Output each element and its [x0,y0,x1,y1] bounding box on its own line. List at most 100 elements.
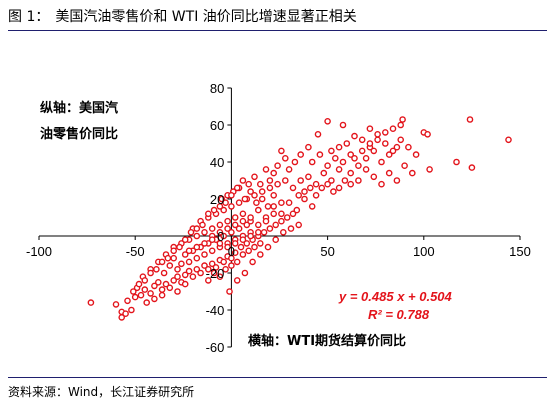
scatter-point [185,267,193,275]
figure-title-text: 美国汽油零售价和 WTI 油价同比增速显著正相关 [55,9,357,25]
scatter-point [185,258,193,266]
scatter-point [174,265,181,273]
scatter-point [270,169,278,177]
scatter-point [193,225,201,232]
scatter-point [247,214,254,221]
scatter-point [210,206,218,214]
y-tick-label: -60 [206,340,225,355]
scatter-point [193,232,201,240]
scatter-point [266,177,274,184]
scatter-point [201,228,208,236]
scatter-point [339,121,347,129]
scatter-point [335,166,343,173]
scatter-point [178,260,185,268]
scatter-point [358,147,366,155]
scatter-point [370,147,378,155]
scatter-point [199,221,206,229]
scatter-point [305,143,312,151]
scatter-point [374,136,381,144]
scatter-point [258,188,266,195]
scatter-point [162,280,170,288]
scatter-point [393,177,401,184]
scatter-point [347,180,355,188]
scatter-point [233,184,241,192]
scatter-point [453,158,460,166]
scatter-point [320,169,328,177]
scatter-point [160,269,168,277]
scatter-point [424,130,431,138]
x-tick-label: 100 [413,244,435,259]
x-axis-label: 横轴：WTI期货结算价同比 [248,333,406,349]
scatter-point [339,158,347,166]
scatter-point [285,199,293,206]
scatter-point [308,203,316,210]
scatter-point [270,191,278,199]
scatter-point [151,295,158,303]
scatter-point [397,121,405,129]
scatter-point [228,254,235,262]
scatter-point [245,247,252,255]
scatter-point [466,116,474,123]
scatter-point [170,247,177,255]
scatter-point [216,228,224,236]
data-points [87,116,512,321]
scatter-point [210,269,218,277]
scatter-point [216,273,224,281]
scatter-point [397,136,405,144]
scatter-point [233,258,241,266]
scatter-point [262,166,270,173]
scatter-point [374,130,381,138]
scatter-point [216,240,224,247]
scatter-point [289,184,297,192]
scatter-point [312,191,320,199]
scatter-point [243,240,251,247]
scatter-point [343,140,351,147]
scatter-point [251,243,258,251]
scatter-point [204,277,212,284]
scatter-point [166,284,174,292]
top-rule [8,30,547,31]
scatter-point [241,195,249,203]
scatter-point [401,162,408,169]
scatter-point [264,243,272,251]
scatter-point [318,184,326,192]
scatter-point [253,199,260,206]
scatter-point [174,288,181,295]
bottom-rule [8,377,547,378]
scatter-point [355,162,362,169]
y-tick-label: 60 [210,118,224,133]
scatter-point [181,236,189,243]
scatter-point [355,177,362,184]
scatter-point [197,269,204,277]
scatter-point [228,203,235,210]
scatter-point [270,210,278,218]
scatter-point [341,177,349,184]
scatter-point [239,210,247,218]
figure-number: 图 1： [8,9,50,25]
scatter-point [151,282,158,290]
r-squared-label: R² = 0.788 [368,307,430,322]
scatter-point [426,166,433,173]
scatter-point [128,306,135,314]
scatter-point [239,217,247,225]
scatter-point [222,265,229,273]
scatter-point [258,195,266,203]
scatter-point [158,286,166,293]
scatter-point [147,269,154,277]
scatter-point [351,132,358,140]
y-axis-label-line-1: 纵轴：美国汽 [40,100,118,116]
scatter-point [181,251,189,258]
scatter-point [204,265,212,273]
scatter-point [147,290,154,297]
scatter-point [335,184,343,192]
y-axis-label-line-2: 油零售价同比 [40,126,118,142]
scatter-point [193,254,201,262]
scatter-point [220,258,227,266]
scatter-point [212,264,220,271]
scatter-point [385,151,393,158]
scatter-point [174,273,181,281]
scatter-point [118,314,125,321]
scatter-point [228,191,235,199]
scatter-point [405,143,412,151]
